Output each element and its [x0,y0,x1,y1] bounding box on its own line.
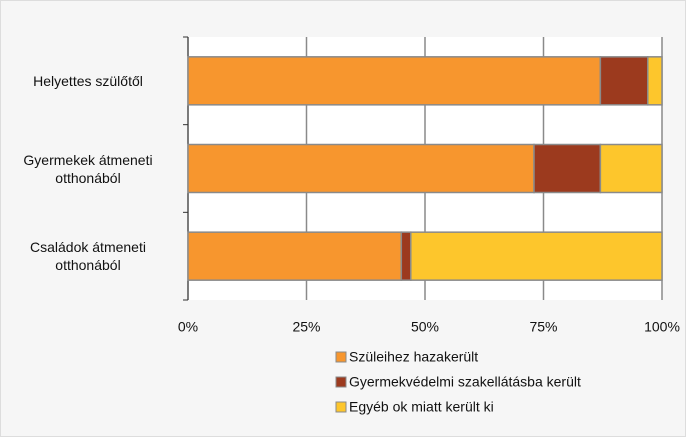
bar-segment [400,231,412,281]
legend-label: Egyéb ok miatt került ki [349,399,494,415]
bar-segment [410,231,663,281]
y-tick-label: Családok átmeneti otthonából [30,239,146,274]
x-tick-label: 0% [178,319,198,335]
bar-segment [533,143,602,194]
y-tick-label: Helyettes szülőtől [33,72,143,89]
bar-segment [599,56,649,106]
legend-swatch [335,351,347,363]
bar-segment [647,56,663,106]
legend-swatch [335,376,347,388]
bar-segment [187,56,602,106]
legend-label: Szüleihez hazakerült [349,349,478,365]
legend-swatch [335,401,347,413]
x-tick-label: 100% [644,319,680,335]
bar-segment [187,231,403,281]
bar-segment [599,143,663,194]
x-tick-label: 50% [411,319,439,335]
y-tick-label: Gyermekek átmeneti otthonából [23,151,153,186]
x-tick-label: 75% [529,319,557,335]
legend-label: Gyermekvédelmi szakellátásba került [349,374,581,390]
bar-segment [187,143,535,194]
x-tick-label: 25% [292,319,320,335]
